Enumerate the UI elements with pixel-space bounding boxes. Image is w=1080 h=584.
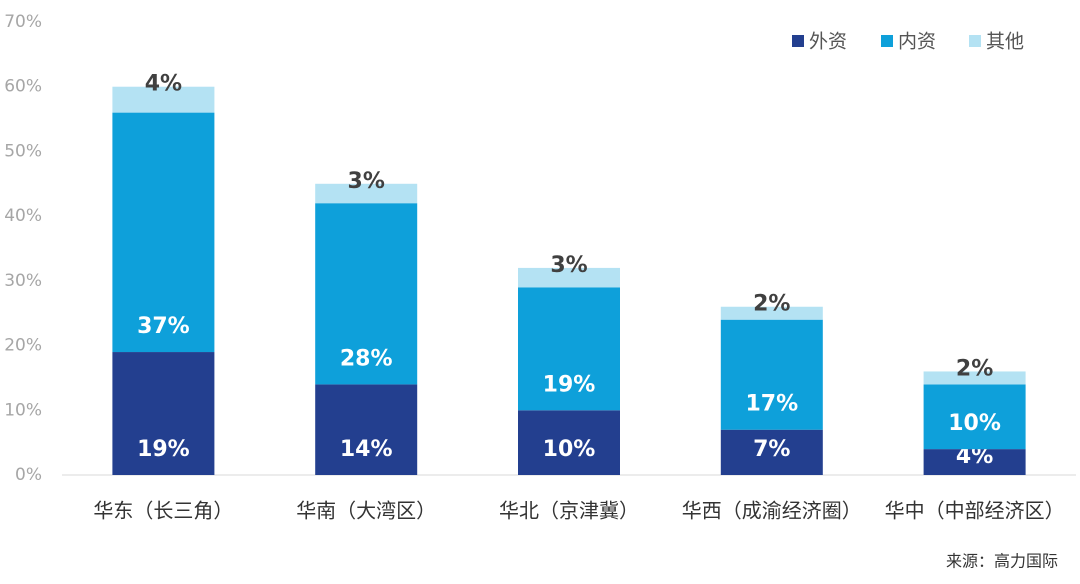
bar-segment	[720, 429, 823, 475]
bar-segment	[518, 410, 620, 475]
legend-swatch	[792, 35, 804, 47]
x-tick-label: 华东（长三角）	[93, 499, 233, 523]
y-tick-label: 30%	[4, 271, 42, 291]
legend-swatch	[881, 35, 893, 47]
data-label: 7%	[753, 437, 790, 462]
x-tick-label: 华北（京津冀）	[499, 499, 639, 523]
data-label: 10%	[948, 411, 1001, 436]
bar-segment	[923, 449, 1026, 475]
bar-segment	[720, 306, 823, 320]
data-label: 4%	[145, 72, 182, 97]
bar-segment	[112, 352, 215, 475]
bar-segment	[923, 384, 1026, 450]
data-label: 10%	[543, 437, 596, 462]
data-label: 37%	[137, 314, 190, 339]
data-label: 14%	[340, 437, 393, 462]
y-tick-label: 60%	[4, 77, 42, 97]
bar-segment	[315, 183, 418, 204]
x-tick-label: 华西（成渝经济圈）	[682, 499, 862, 523]
data-label: 17%	[745, 392, 798, 417]
data-label: 3%	[348, 169, 385, 194]
y-tick-label: 0%	[15, 465, 42, 485]
y-tick-label: 20%	[4, 336, 42, 356]
data-label: 19%	[543, 372, 596, 397]
bar-segment	[720, 319, 823, 430]
x-tick-label: 华南（大湾区）	[296, 499, 436, 523]
legend-label: 其他	[986, 31, 1024, 53]
legend-label: 内资	[898, 31, 936, 53]
bar-segment	[112, 112, 215, 353]
x-tick-label: 华中（中部经济区）	[885, 499, 1065, 523]
data-label: 28%	[340, 346, 393, 371]
data-label: 2%	[956, 356, 993, 381]
y-tick-label: 50%	[4, 141, 42, 161]
bar-segment	[923, 371, 1026, 385]
legend-label: 外资	[809, 31, 847, 53]
bar-segment	[315, 384, 418, 475]
legend-swatch	[969, 35, 981, 47]
data-label: 2%	[753, 292, 790, 317]
data-label: 3%	[550, 253, 587, 278]
bar-segment	[518, 287, 620, 411]
bar-segment	[315, 203, 418, 385]
bar-segment	[112, 86, 215, 113]
y-tick-label: 10%	[4, 400, 42, 420]
y-tick-label: 40%	[4, 206, 42, 226]
source-note: 来源：高力国际	[946, 552, 1058, 571]
bar-segment	[518, 267, 620, 288]
data-label: 19%	[137, 437, 190, 462]
y-tick-label: 70%	[4, 12, 42, 32]
